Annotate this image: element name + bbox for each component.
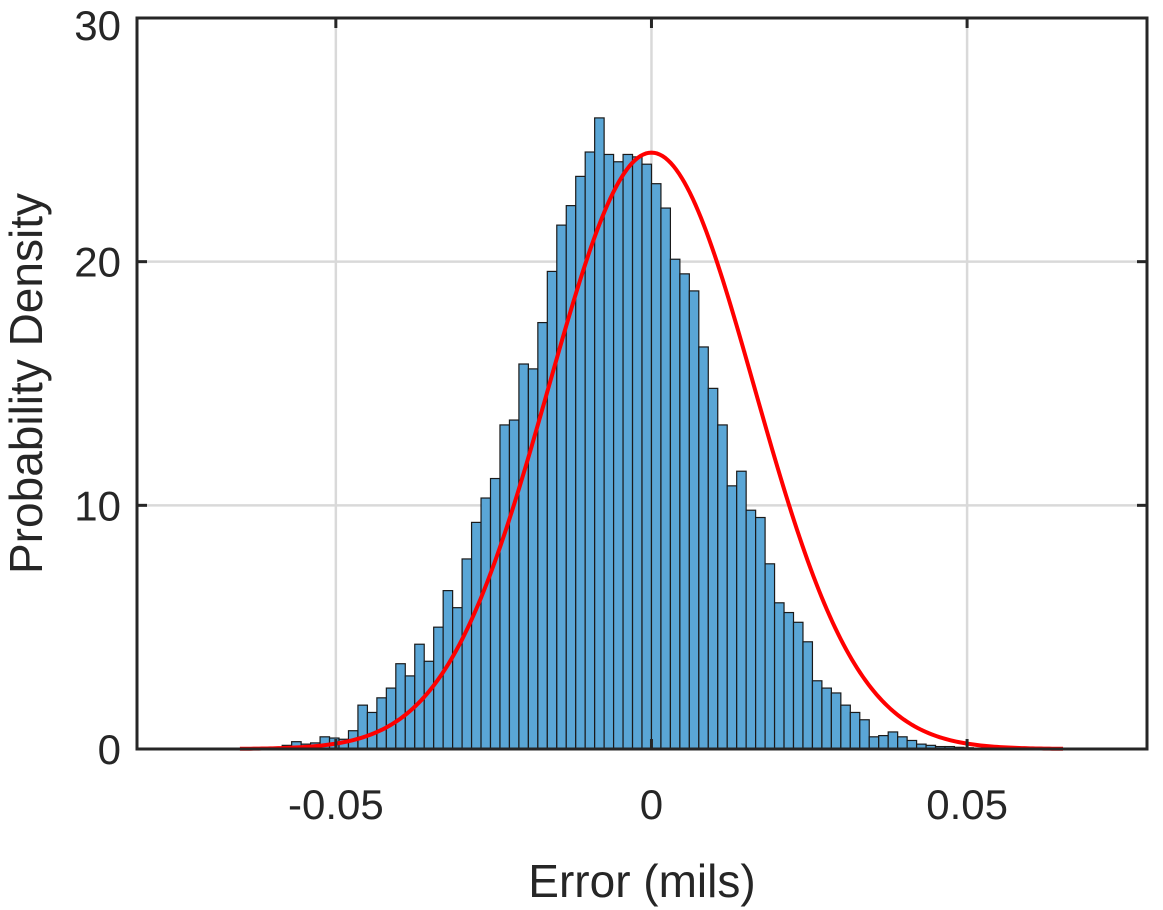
histogram-bar: [773, 602, 785, 750]
x-tick-label: 0.05: [926, 781, 1008, 828]
histogram-bar: [603, 153, 615, 750]
x-axis-label: Error (mils): [528, 855, 755, 907]
histogram-bar: [489, 477, 501, 750]
histogram-bar: [897, 736, 908, 750]
histogram-bar: [849, 711, 861, 750]
histogram-bar: [518, 363, 529, 750]
histogram-bar: [376, 697, 387, 750]
histogram-bar: [650, 183, 662, 750]
histogram-bar: [565, 205, 577, 750]
histogram-bar: [679, 273, 690, 750]
histogram-bar: [878, 734, 889, 750]
axes-box: [135, 16, 1149, 751]
histogram-bar: [783, 611, 795, 750]
x-tick-label: -0.05: [288, 781, 384, 828]
histogram-bar: [622, 153, 634, 750]
histogram-bar: [612, 161, 624, 750]
histogram-bar: [660, 207, 672, 750]
histogram-bar: [764, 563, 776, 750]
histogram-bar: [688, 290, 700, 750]
histogram-bar: [698, 346, 709, 750]
histogram-bar: [736, 470, 747, 750]
histogram-bar: [707, 387, 719, 750]
histogram-bar: [830, 692, 842, 750]
histogram-bar: [546, 270, 558, 750]
histogram-bar: [499, 424, 511, 750]
x-tick-label: 0: [640, 781, 663, 828]
histogram-bar: [840, 704, 851, 750]
histogram-bar: [641, 163, 653, 750]
histogram-bar: [556, 224, 567, 750]
histogram-bar: [461, 558, 473, 750]
histogram-bar: [452, 607, 463, 750]
y-tick-label: 10: [74, 482, 121, 529]
histogram-bar: [631, 156, 643, 750]
normal-fit-curve: [239, 150, 1064, 751]
histogram-bar: [821, 687, 832, 750]
y-tick-label: 0: [98, 726, 121, 773]
histogram-bar: [811, 680, 823, 750]
histogram-bar: [726, 485, 738, 750]
histogram-bar: [868, 736, 880, 750]
axis-ticks: -0.05 0 0.05 0 10 20 30: [74, 2, 1147, 828]
histogram-bar: [802, 641, 814, 750]
y-axis-label: Probability Density: [0, 193, 52, 574]
histogram-bar: [537, 321, 548, 750]
histogram-bar: [508, 419, 520, 750]
histogram-bar: [792, 621, 804, 750]
histogram-bar: [395, 663, 406, 750]
histogram-bar: [470, 521, 482, 750]
histogram-bar: [669, 258, 681, 750]
histogram-bar: [423, 660, 435, 750]
histogram-bar: [575, 175, 586, 750]
histogram-bar: [859, 719, 870, 750]
histogram-bar: [887, 731, 899, 750]
histogram-bar: [385, 687, 397, 750]
histogram-bar: [717, 424, 728, 750]
histogram-bars: [272, 117, 1107, 750]
y-tick-label: 20: [74, 239, 121, 286]
histogram-bar: [480, 497, 492, 750]
histogram-bar: [433, 626, 444, 750]
histogram-bar: [755, 516, 766, 750]
histogram-bar: [745, 509, 757, 750]
histogram-bar: [357, 704, 369, 750]
y-tick-label: 30: [74, 2, 121, 49]
